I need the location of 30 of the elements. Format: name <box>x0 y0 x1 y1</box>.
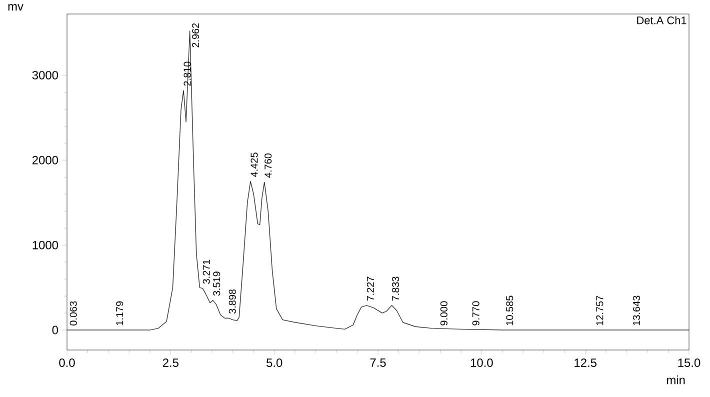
x-tick-label: 10.0 <box>470 358 493 367</box>
x-tick-label: 2.5 <box>162 358 178 367</box>
annotation: 2.962 <box>192 23 200 48</box>
x-tick-label: 7.5 <box>370 358 386 367</box>
annotation: 3.898 <box>228 289 236 314</box>
annotation: 0.063 <box>70 301 77 326</box>
annotation: 4.425 <box>250 152 258 177</box>
annotation: 2.810 <box>184 62 191 86</box>
x-tick-label: 15.0 <box>678 358 700 367</box>
annotation: 10.585 <box>506 296 514 326</box>
annotation: 7.227 <box>366 276 374 301</box>
annotation: 13.643 <box>632 296 640 326</box>
y-tick-label: 3000 <box>32 70 58 80</box>
y-tick-label: 1000 <box>32 240 58 250</box>
x-axis-title: min <box>667 376 685 384</box>
annotation: 1.179 <box>116 301 124 326</box>
x-tick-label: 0.0 <box>59 358 75 367</box>
y-tick-label: 2000 <box>32 156 58 164</box>
annotation: 3.519 <box>213 272 220 296</box>
annotation: 3.271 <box>202 260 210 284</box>
annotation: 9.000 <box>440 301 448 326</box>
x-tick-label: 5.0 <box>266 358 282 367</box>
annotation: 12.757 <box>596 296 604 326</box>
annotation: 7.833 <box>392 276 400 301</box>
y-axis-title: mv <box>8 4 24 10</box>
annotation: 4.760 <box>264 153 272 178</box>
annotation: Det.A Ch1 <box>637 16 686 24</box>
annotation: 9.770 <box>472 301 480 326</box>
x-tick-label: 12.5 <box>574 358 596 367</box>
y-tick-label: 0 <box>52 326 58 334</box>
